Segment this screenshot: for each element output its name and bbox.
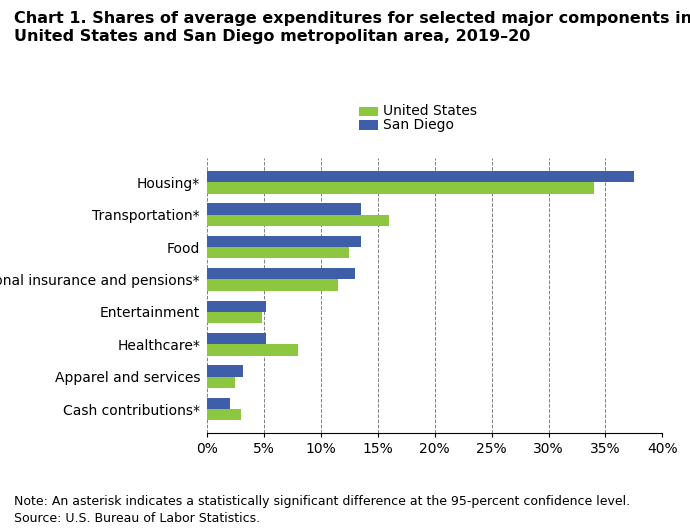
Bar [207,409,242,420]
Bar [207,279,338,291]
Bar [207,300,266,312]
Bar [207,215,389,226]
Text: United States: United States [383,105,477,118]
Bar [207,333,266,344]
Bar [207,344,298,356]
Bar [207,235,361,247]
Bar [207,268,355,279]
Bar [207,247,349,258]
Bar [207,312,262,323]
Bar [207,376,235,388]
Bar [207,398,230,409]
Bar [207,203,361,215]
Bar [207,182,594,194]
Text: San Diego: San Diego [383,118,454,132]
Bar [207,171,634,182]
Text: Note: An asterisk indicates a statistically significant difference at the 95-per: Note: An asterisk indicates a statistica… [14,495,630,525]
Bar [207,365,244,376]
Text: Chart 1. Shares of average expenditures for selected major components in the
Uni: Chart 1. Shares of average expenditures … [14,11,690,44]
